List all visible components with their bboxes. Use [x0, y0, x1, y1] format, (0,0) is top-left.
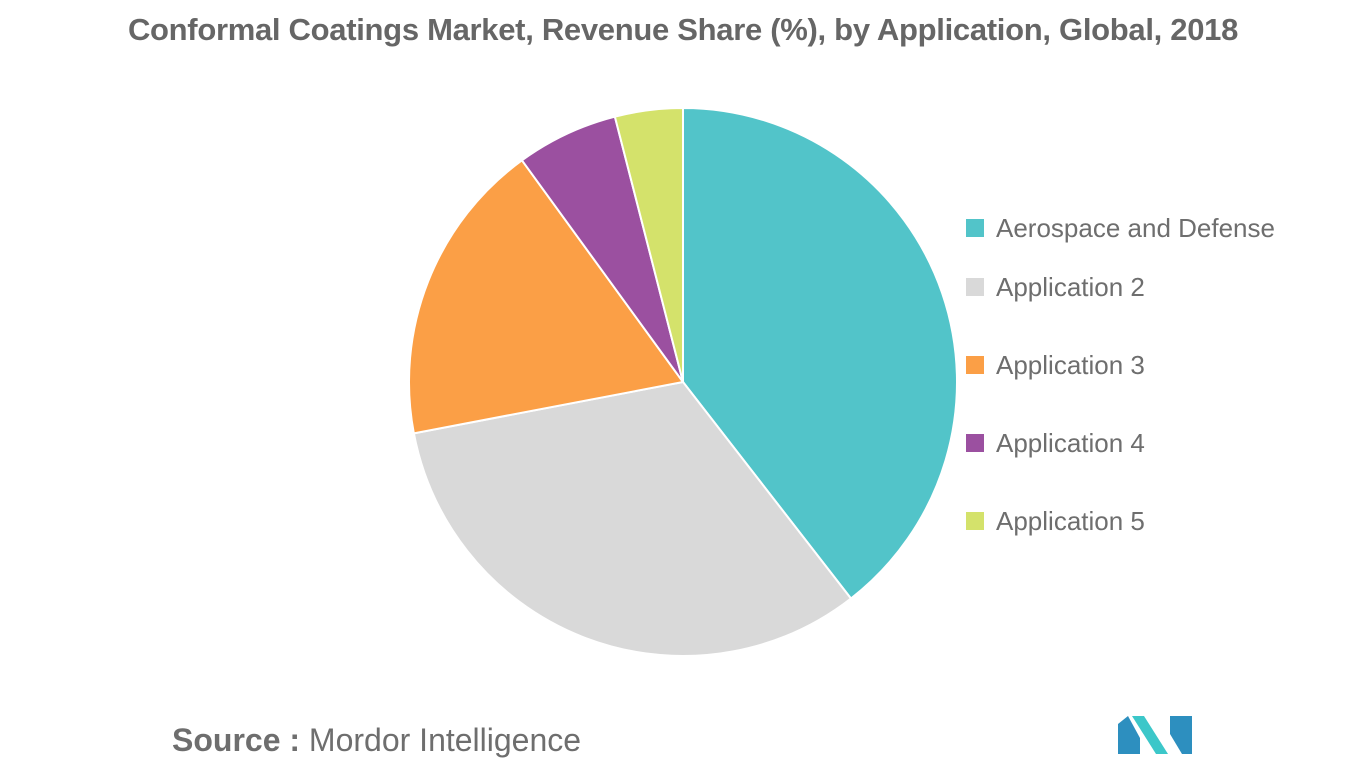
- pie-slice-aerospace-and-defense: [682, 106, 958, 600]
- legend-item-application-4: Application 4: [966, 404, 1275, 482]
- legend-label: Application 2: [996, 271, 1145, 302]
- legend-label: Application 4: [996, 427, 1145, 458]
- legend-swatch: [966, 356, 984, 374]
- legend-item-application-5: Application 5: [966, 482, 1275, 560]
- legend-item-application-2: Application 2: [966, 248, 1275, 326]
- mordor-intelligence-logo: [1118, 716, 1192, 754]
- legend-label: Application 3: [996, 349, 1145, 380]
- source-label: Source :: [172, 722, 301, 758]
- logo-right-shape: [1170, 716, 1192, 754]
- pie-slice-application-3: [408, 158, 685, 435]
- logo-middle-shape: [1132, 716, 1168, 754]
- pie-slice-application-5: [613, 106, 684, 383]
- chart-legend: Aerospace and Defense Application 2 Appl…: [966, 208, 1275, 560]
- legend-swatch: [966, 219, 984, 237]
- legend-item-aerospace-and-defense: Aerospace and Defense: [966, 208, 1275, 248]
- legend-item-application-3: Application 3: [966, 326, 1275, 404]
- logo-left-shape: [1118, 716, 1140, 754]
- source-note: Source : Mordor Intelligence: [172, 722, 581, 759]
- legend-swatch: [966, 278, 984, 296]
- chart-title: Conformal Coatings Market, Revenue Share…: [127, 12, 1239, 47]
- source-value: Mordor Intelligence: [308, 722, 582, 758]
- legend-swatch: [966, 434, 984, 452]
- legend-label: Aerospace and Defense: [996, 212, 1275, 243]
- legend-swatch: [966, 512, 984, 530]
- legend-label: Application 5: [996, 505, 1145, 536]
- pie-slice-application-2: [412, 380, 853, 657]
